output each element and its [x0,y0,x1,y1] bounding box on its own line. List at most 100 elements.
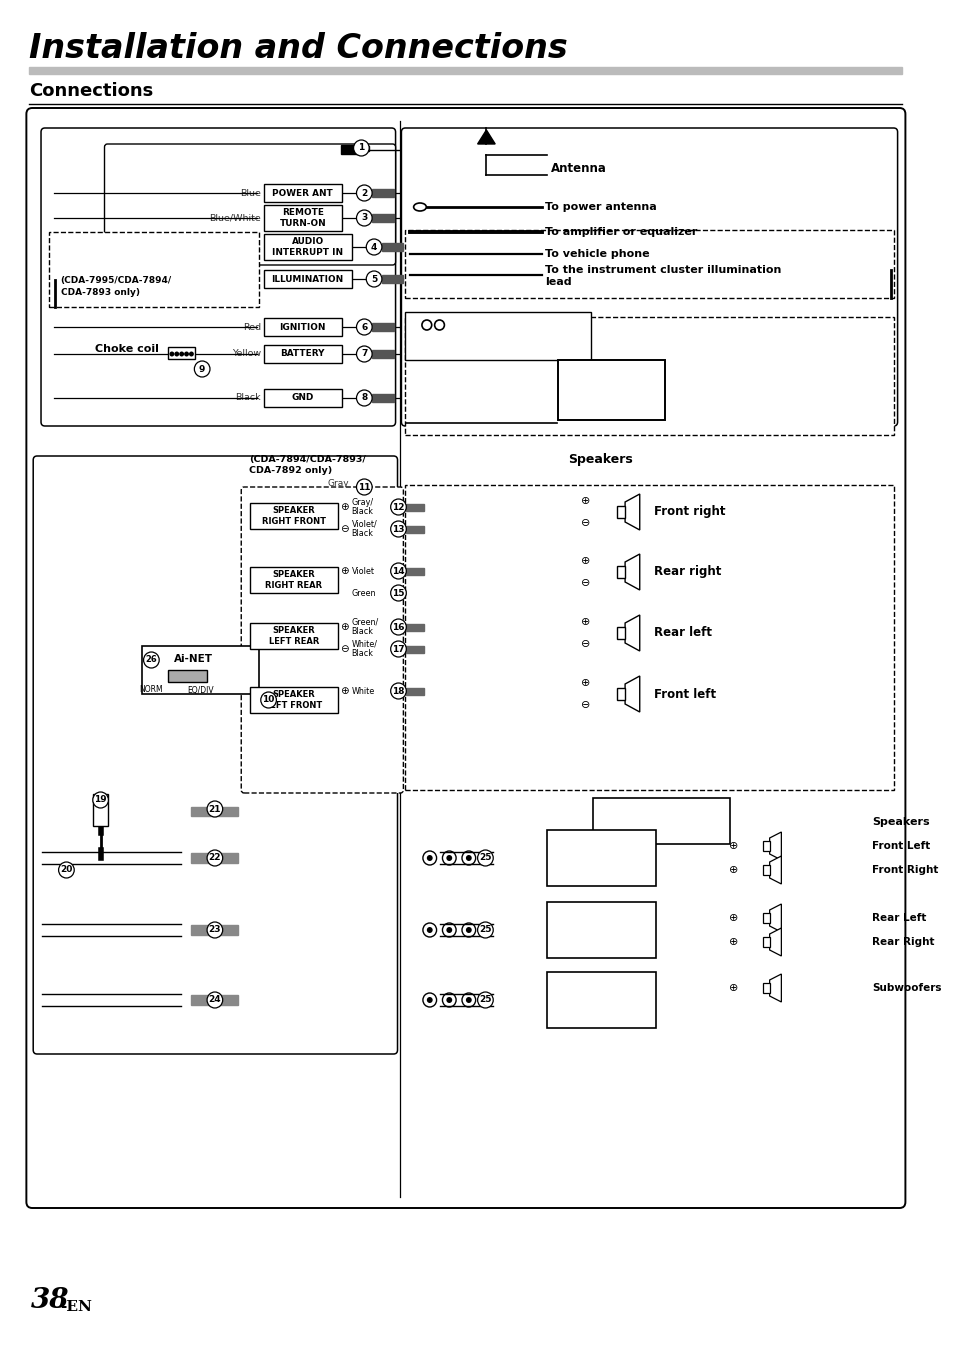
Text: ⊖: ⊖ [580,700,590,710]
Text: ⊕: ⊕ [339,566,348,576]
Text: Subwoofers: Subwoofers [871,983,941,993]
Text: 23: 23 [209,926,221,934]
Polygon shape [624,554,639,590]
Bar [168,670,207,682]
Text: 26: 26 [146,655,157,665]
Text: ⊕: ⊕ [339,686,348,696]
Circle shape [391,585,406,601]
Bar [372,394,394,402]
Text: 20: 20 [60,865,72,875]
Bar [406,504,423,511]
Bar [372,350,394,359]
Bar [250,503,337,528]
Circle shape [356,319,372,336]
Text: ⊕: ⊕ [728,841,738,851]
Circle shape [356,185,372,201]
Text: ⊕: ⊕ [728,865,738,875]
FancyBboxPatch shape [241,487,403,793]
Circle shape [184,352,189,356]
Text: ⊖: ⊖ [339,644,348,654]
Text: ⊕: ⊕ [580,555,590,566]
Text: To power antenna: To power antenna [544,202,656,212]
Bar [546,902,656,958]
FancyBboxPatch shape [27,108,904,1208]
Text: 18: 18 [392,686,404,696]
Text: SPEAKER
RIGHT FRONT: SPEAKER RIGHT FRONT [262,507,326,526]
Circle shape [477,851,493,865]
Circle shape [354,140,369,156]
Bar [250,623,337,648]
Text: Green: Green [352,589,375,597]
Text: White/
Black: White/ Black [352,640,377,658]
Text: ⊕: ⊕ [339,621,348,632]
Bar [192,807,238,816]
FancyBboxPatch shape [41,128,395,426]
Bar [141,646,258,694]
Text: ⊕: ⊕ [728,937,738,948]
Ellipse shape [414,204,426,212]
Circle shape [465,998,471,1003]
Text: Rear Right: Rear Right [871,937,934,948]
Bar [592,798,729,844]
Bar [617,566,624,578]
Text: Connections: Connections [30,82,153,100]
Bar [617,687,624,700]
Circle shape [174,352,179,356]
Text: 25: 25 [478,853,491,863]
Circle shape [356,390,372,406]
Text: Gray/
Black: Gray/ Black [352,497,374,516]
Text: Amplifier: Amplifier [571,995,631,1007]
Text: ⊕: ⊕ [728,913,738,923]
Bar [361,146,369,151]
Bar [263,270,352,288]
Text: −: − [557,400,567,414]
Polygon shape [769,905,781,931]
Text: 15: 15 [392,589,404,597]
Text: Black: Black [234,394,260,403]
Text: Rear right: Rear right [654,566,721,578]
Bar [406,687,423,696]
Text: 14: 14 [392,566,404,576]
Text: 22: 22 [209,853,221,863]
Text: Front right: Front right [654,506,725,519]
Text: lead: lead [544,276,571,287]
Text: 38: 38 [31,1287,70,1314]
Text: Ignition Key: Ignition Key [449,325,529,338]
Circle shape [391,563,406,580]
Text: +: + [652,400,663,414]
Bar [762,865,769,875]
Text: SPEAKER
LEFT FRONT: SPEAKER LEFT FRONT [265,690,322,709]
Circle shape [356,479,372,495]
Text: ⊖: ⊖ [580,578,590,588]
Bar [762,937,769,948]
Bar [263,345,341,363]
Text: 24: 24 [209,996,221,1004]
Polygon shape [769,927,781,956]
Text: ⊕: ⊕ [728,983,738,993]
Text: 6: 6 [361,322,367,332]
Bar [762,841,769,851]
Polygon shape [624,493,639,530]
Text: ⊖: ⊖ [580,639,590,648]
Circle shape [391,499,406,515]
Text: Ai-NET: Ai-NET [173,654,213,665]
Circle shape [446,855,452,861]
Text: CDA-7893 only): CDA-7893 only) [60,288,139,297]
Text: BATTERY: BATTERY [280,349,325,359]
Bar [372,189,394,197]
Text: 5: 5 [371,275,376,283]
Circle shape [207,801,222,817]
Circle shape [207,992,222,1008]
Text: IGNITION: IGNITION [279,322,326,332]
Bar [546,972,656,1029]
Circle shape [465,855,471,861]
Text: 9: 9 [199,364,205,373]
Text: -EN: -EN [60,1299,92,1314]
Text: Front Left: Front Left [871,841,929,851]
Circle shape [391,642,406,656]
Circle shape [260,692,276,708]
Text: ⊖: ⊖ [339,524,348,534]
Bar [250,568,337,593]
Text: 7: 7 [361,349,367,359]
Bar [263,318,341,336]
